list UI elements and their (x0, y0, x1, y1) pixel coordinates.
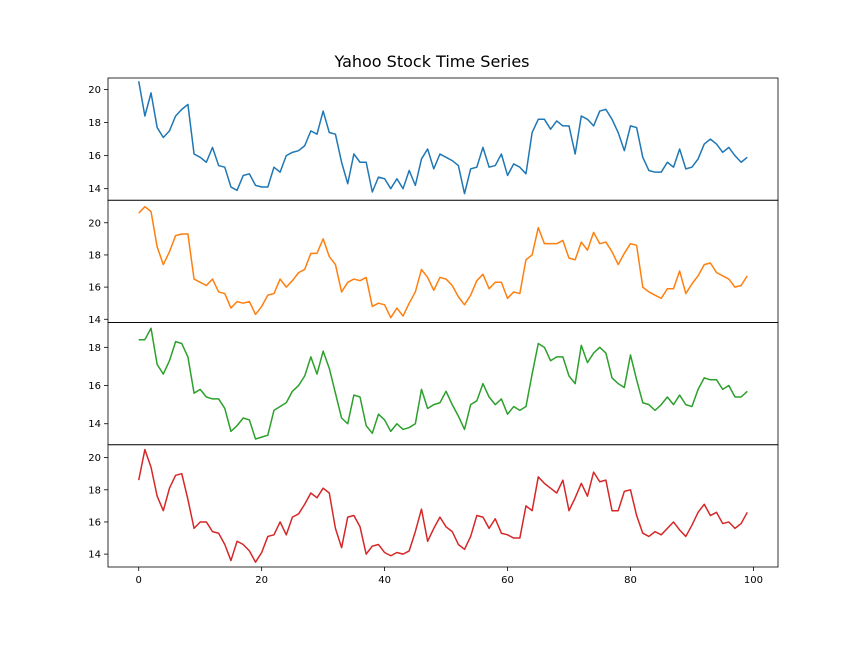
y-tick-label: 14 (88, 419, 101, 430)
x-tick-label: 100 (744, 575, 763, 586)
y-tick-label: 20 (88, 85, 101, 96)
x-tick-label: 0 (136, 575, 142, 586)
subplot-2: 14 16 18 20 (88, 199, 779, 326)
subplot-frame-4 (107, 444, 779, 568)
series-line-2 (138, 205, 748, 319)
subplot-4: 14 16 18 20 0 20 40 60 80 100 (88, 444, 779, 586)
y-tick-label: 18 (88, 485, 101, 496)
y-tick-label: 14 (88, 184, 101, 195)
y-tick-label: 14 (88, 315, 101, 326)
y-tick-label: 14 (88, 550, 101, 561)
y-tick-label: 18 (88, 118, 101, 129)
series-line-1 (137, 81, 748, 195)
subplot-1: 14 16 18 20 (88, 77, 779, 201)
y-tick-label: 16 (88, 517, 101, 528)
y-tick-label: 20 (88, 218, 101, 229)
y-tick-label: 18 (88, 250, 101, 261)
x-tick-label: 60 (501, 575, 514, 586)
x-tick-label: 40 (378, 575, 391, 586)
y-tick-label: 18 (88, 343, 101, 354)
x-tick-label: 80 (624, 575, 637, 586)
series-line-4 (137, 448, 748, 563)
x-tick-label: 20 (255, 575, 268, 586)
y-tick-label: 20 (88, 453, 101, 464)
y-tick-label: 16 (88, 381, 101, 392)
chart-title: Yahoo Stock Time Series (334, 52, 530, 71)
y-tick-label: 16 (88, 151, 101, 162)
series-line-3 (138, 327, 748, 440)
y-tick-label: 16 (88, 283, 101, 294)
